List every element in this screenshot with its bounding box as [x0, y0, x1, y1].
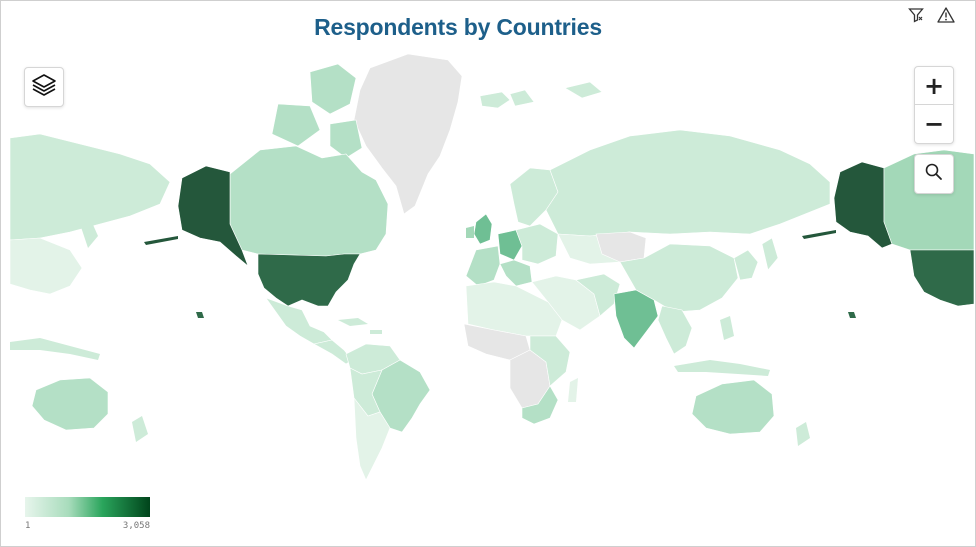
region-indonesia[interactable]: [674, 360, 770, 376]
country-new-zealand[interactable]: [796, 422, 810, 446]
legend-min-label: 1: [25, 521, 31, 531]
filter-icon[interactable]: [906, 5, 926, 25]
color-legend: 1 3,058: [25, 497, 150, 535]
country-canada-islands[interactable]: [271, 63, 363, 159]
region-southeast-asia[interactable]: [657, 305, 693, 355]
country-japan-wrap[interactable]: [80, 218, 98, 248]
region-caribbean[interactable]: [338, 318, 382, 334]
search-icon: [924, 162, 944, 187]
legend-gradient: [25, 497, 150, 517]
country-italy-balkans[interactable]: [499, 259, 533, 287]
panel-toolbar: [906, 5, 956, 25]
zoom-in-button[interactable]: +: [915, 67, 953, 105]
region-central-america[interactable]: [313, 339, 353, 365]
country-usa-wrap[interactable]: [909, 249, 974, 307]
country-argentina-chile[interactable]: [353, 397, 391, 481]
country-usa-alaska-wrap[interactable]: [833, 161, 893, 249]
zoom-controls: + −: [914, 66, 954, 144]
country-iran-afghanistan[interactable]: [575, 273, 621, 317]
arctic-islands[interactable]: [509, 81, 603, 107]
country-usa-aleutians[interactable]: [144, 236, 178, 245]
country-madagascar[interactable]: [568, 378, 578, 402]
country-japan-korea[interactable]: [733, 237, 779, 281]
legend-max-label: 3,058: [122, 521, 150, 531]
country-north-africa[interactable]: [465, 281, 563, 337]
layers-icon: [31, 72, 57, 103]
search-button[interactable]: [914, 154, 954, 194]
country-france-spain[interactable]: [465, 245, 501, 287]
country-south-africa[interactable]: [521, 385, 559, 425]
country-usa-hawaii[interactable]: [196, 312, 204, 318]
country-greenland[interactable]: [353, 54, 463, 215]
country-philippines[interactable]: [720, 316, 734, 340]
country-russia[interactable]: [545, 129, 831, 237]
region-indonesia-wrap[interactable]: [10, 338, 100, 360]
country-china-wrap[interactable]: [10, 237, 83, 295]
zoom-out-button[interactable]: −: [923, 109, 945, 138]
country-ireland[interactable]: [466, 226, 474, 238]
region-east-africa[interactable]: [529, 335, 571, 387]
country-usa-aleutians-wrap[interactable]: [802, 230, 836, 239]
warning-icon[interactable]: [936, 5, 956, 25]
country-australia-wrap[interactable]: [31, 377, 109, 431]
country-usa-hawaii-wrap[interactable]: [848, 312, 856, 318]
country-usa[interactable]: [257, 253, 361, 307]
country-new-zealand-wrap[interactable]: [132, 416, 148, 442]
region-eastern-europe[interactable]: [515, 223, 559, 265]
world-map[interactable]: [10, 54, 974, 484]
country-uk[interactable]: [473, 213, 493, 245]
country-canada[interactable]: [229, 145, 389, 257]
map-title: Respondents by Countries: [314, 14, 602, 40]
country-iceland[interactable]: [479, 91, 511, 109]
country-germany[interactable]: [497, 229, 523, 261]
country-usa-alaska[interactable]: [177, 165, 249, 267]
country-india[interactable]: [613, 289, 659, 349]
layers-button[interactable]: [24, 67, 64, 107]
legend-labels: 1 3,058: [25, 521, 150, 535]
country-australia[interactable]: [691, 379, 775, 435]
